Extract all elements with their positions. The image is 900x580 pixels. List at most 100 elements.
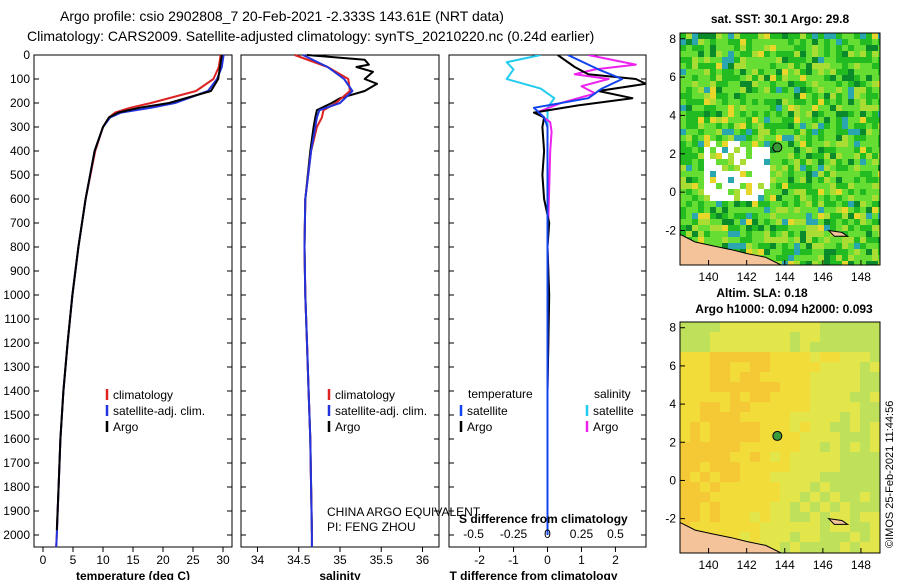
map-cell (782, 159, 788, 165)
map-cell (734, 141, 740, 147)
map-cell (750, 332, 760, 342)
map-cell (854, 249, 860, 255)
map-cell (734, 237, 740, 243)
map-cell (824, 129, 830, 135)
map-cell (840, 542, 850, 552)
map-cell (750, 392, 760, 402)
map-cell (860, 87, 866, 93)
map-cell (680, 129, 686, 135)
map-cell (750, 402, 760, 412)
map-cell (842, 219, 848, 225)
map-cell (686, 159, 692, 165)
map-cell (760, 492, 770, 502)
map-cell (704, 45, 710, 51)
map-cell (830, 147, 836, 153)
map-cell (836, 51, 842, 57)
map-cell (878, 225, 880, 231)
map-cell (818, 141, 824, 147)
map-cell (746, 207, 752, 213)
map-cell (878, 69, 880, 75)
map-cell (788, 171, 794, 177)
map-cell (722, 141, 728, 147)
map-cell (800, 462, 810, 472)
map-cell (750, 492, 760, 502)
map-cell (782, 135, 788, 141)
map-cell (810, 372, 820, 382)
map-cell (820, 482, 830, 492)
map-cell (764, 93, 770, 99)
map-cell (692, 99, 698, 105)
map-cell (860, 33, 866, 39)
map-cell (728, 129, 734, 135)
float-owner-line: CHINA ARGO EQUIVALENT (327, 505, 481, 519)
map-cell (758, 237, 764, 243)
map-cell (810, 422, 820, 432)
map-cell (752, 51, 758, 57)
map-cell (700, 352, 710, 362)
map-cell (848, 225, 854, 231)
map-cell (680, 502, 690, 512)
map-cell (806, 87, 812, 93)
map-cell (794, 123, 800, 129)
map-cell (788, 147, 794, 153)
map-cell (692, 153, 698, 159)
map-cell (872, 33, 878, 39)
map-cell (878, 255, 880, 261)
map-cell (692, 57, 698, 63)
map-cell (840, 432, 850, 442)
map-cell (686, 147, 692, 153)
map-cell (722, 171, 728, 177)
map-cell (800, 75, 806, 81)
map-cell (820, 542, 830, 552)
map-cell (770, 362, 780, 372)
map-cell (746, 201, 752, 207)
map-cell (710, 492, 720, 502)
map-cell (716, 63, 722, 69)
map-cell (842, 177, 848, 183)
map-cell (776, 243, 782, 249)
map-cell (842, 87, 848, 93)
map-cell (746, 93, 752, 99)
map-cell (800, 117, 806, 123)
map-cell (716, 69, 722, 75)
map-cell (848, 153, 854, 159)
map-cell (730, 332, 740, 342)
map-cell (866, 81, 872, 87)
map-cell (780, 342, 790, 352)
map-cell (812, 171, 818, 177)
map-cell (788, 261, 794, 265)
x-axis-label: salinity (319, 569, 361, 580)
map-cell (770, 472, 780, 482)
depth-tick-label: 700 (10, 216, 30, 230)
map-cell (850, 522, 860, 532)
map-cell (866, 111, 872, 117)
map-cell (870, 532, 880, 542)
map-cell (872, 207, 878, 213)
map-cell (800, 129, 806, 135)
map-cell (722, 111, 728, 117)
map-cell (692, 105, 698, 111)
map-cell (820, 532, 830, 542)
map-cell (698, 159, 704, 165)
legend-label: Argo (113, 420, 139, 434)
map-cell (760, 442, 770, 452)
map-cell (870, 422, 880, 432)
map-cell (764, 165, 770, 171)
map-cell (710, 195, 716, 201)
map-cell (686, 231, 692, 237)
map-cell (686, 141, 692, 147)
map-cell (842, 63, 848, 69)
map-cell (840, 342, 850, 352)
title-line-1: Argo profile: csio 2902808_7 20-Feb-2021… (60, 8, 504, 24)
map-cell (746, 69, 752, 75)
map-cell (850, 532, 860, 542)
map-cell (810, 352, 820, 362)
map-cell (776, 201, 782, 207)
map-cell (788, 117, 794, 123)
map-cell (716, 165, 722, 171)
map-cell (848, 255, 854, 261)
x-tick-label: 1 (578, 553, 585, 567)
map-cell (680, 147, 686, 153)
